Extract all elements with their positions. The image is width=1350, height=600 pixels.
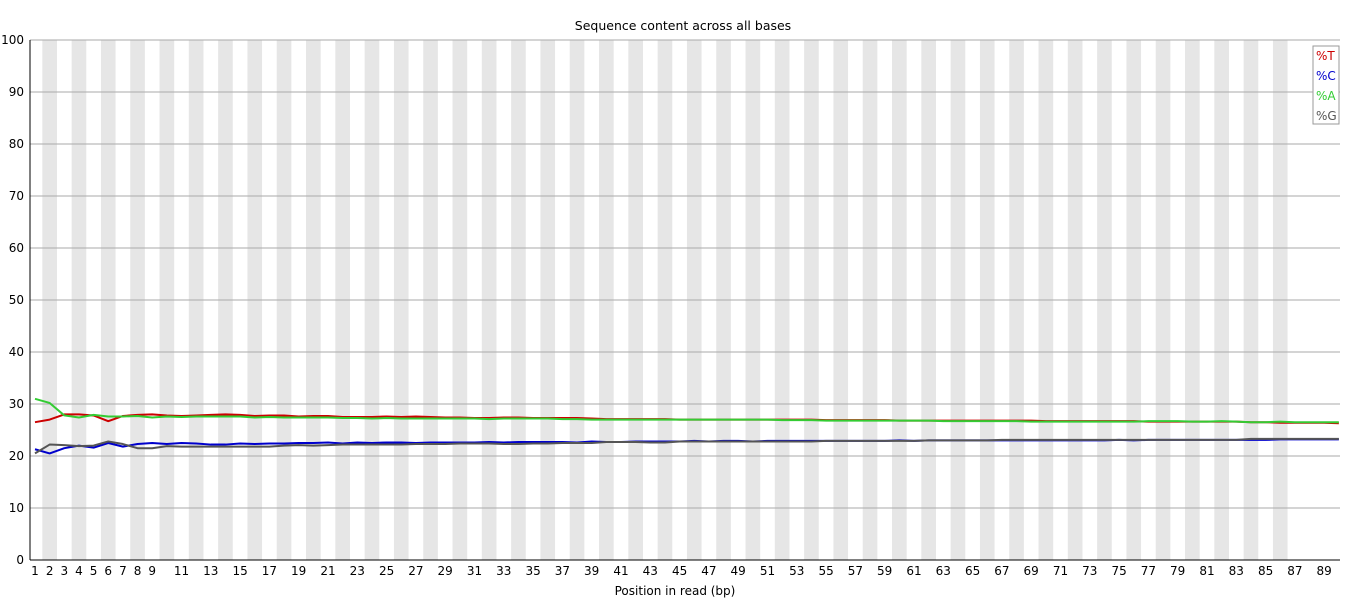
series-line-g [34,437,1339,455]
x-tick-label: 11 [174,564,189,578]
y-tick-label: 20 [9,449,24,463]
x-tick-label: 65 [965,564,980,578]
x-tick-label: 17 [262,564,277,578]
y-tick-label: 100 [1,33,24,47]
legend-entry: %T [1316,49,1335,63]
x-tick-label: 2 [46,564,54,578]
x-tick-label: 25 [379,564,394,578]
x-tick-label: 83 [1229,564,1244,578]
x-tick-label: 43 [643,564,658,578]
x-tick-label: 6 [104,564,112,578]
x-tick-label: 81 [1199,564,1214,578]
x-tick-labels: 1 2 3 4 5 6 7 8 9 11 13 15 17 19 21 23 25 27 29 31 33 35 37 39 4… [31,564,1332,578]
x-tick-label: 45 [672,564,687,578]
y-tick-label: 30 [9,397,24,411]
x-tick-label: 13 [203,564,218,578]
x-tick-label: 1 [31,564,39,578]
chart-title: Sequence content across all bases [575,18,791,33]
y-tick-label: 80 [9,137,24,151]
x-tick-label: 87 [1287,564,1302,578]
x-tick-label: 75 [1111,564,1126,578]
x-tick-label: 55 [818,564,833,578]
x-tick-label: 29 [438,564,453,578]
x-tick-label: 73 [1082,564,1097,578]
x-tick-label: 23 [350,564,365,578]
x-tick-label: 7 [119,564,127,578]
x-tick-label: 31 [467,564,482,578]
x-tick-label: 41 [613,564,628,578]
legend-entry: %C [1316,69,1336,83]
x-tick-label: 5 [90,564,98,578]
legend-entry: %G [1316,109,1337,123]
legend: %T %C %A %G [1312,45,1340,125]
x-tick-label: 19 [291,564,306,578]
x-tick-label: 3 [60,564,68,578]
y-tick-label: 70 [9,189,24,203]
x-tick-label: 35 [525,564,540,578]
series-lines [34,397,1339,455]
y-tick-label: 50 [9,293,24,307]
x-tick-label: 37 [555,564,570,578]
x-tick-label: 85 [1258,564,1273,578]
x-tick-label: 63 [936,564,951,578]
x-tick-label: 4 [75,564,83,578]
legend-entry: %A [1316,89,1336,103]
series-line-a [34,397,1339,424]
x-tick-label: 53 [789,564,804,578]
x-tick-label: 77 [1141,564,1156,578]
x-axis-label: Position in read (bp) [615,584,736,598]
y-tick-labels: 0 10 20 30 40 50 60 70 80 90 100 [1,33,24,567]
y-tick-label: 40 [9,345,24,359]
y-tick-label: 60 [9,241,24,255]
x-tick-label: 61 [906,564,921,578]
legend-box [1312,45,1340,125]
y-tick-label: 90 [9,85,24,99]
x-tick-label: 59 [877,564,892,578]
x-tick-label: 39 [584,564,599,578]
x-tick-label: 69 [1024,564,1039,578]
x-tick-label: 67 [994,564,1009,578]
x-tick-label: 27 [408,564,423,578]
x-tick-label: 21 [320,564,335,578]
x-tick-label: 57 [848,564,863,578]
y-tick-label: 0 [16,553,24,567]
x-tick-label: 33 [496,564,511,578]
x-tick-label: 8 [134,564,142,578]
x-tick-label: 79 [1170,564,1185,578]
y-tick-label: 10 [9,501,24,515]
x-tick-label: 9 [148,564,156,578]
axes [29,40,1340,561]
x-tick-label: 71 [1053,564,1068,578]
x-tick-label: 89 [1317,564,1332,578]
x-tick-label: 47 [701,564,716,578]
x-tick-label: 49 [731,564,746,578]
x-tick-label: 51 [760,564,775,578]
x-tick-label: 15 [232,564,247,578]
